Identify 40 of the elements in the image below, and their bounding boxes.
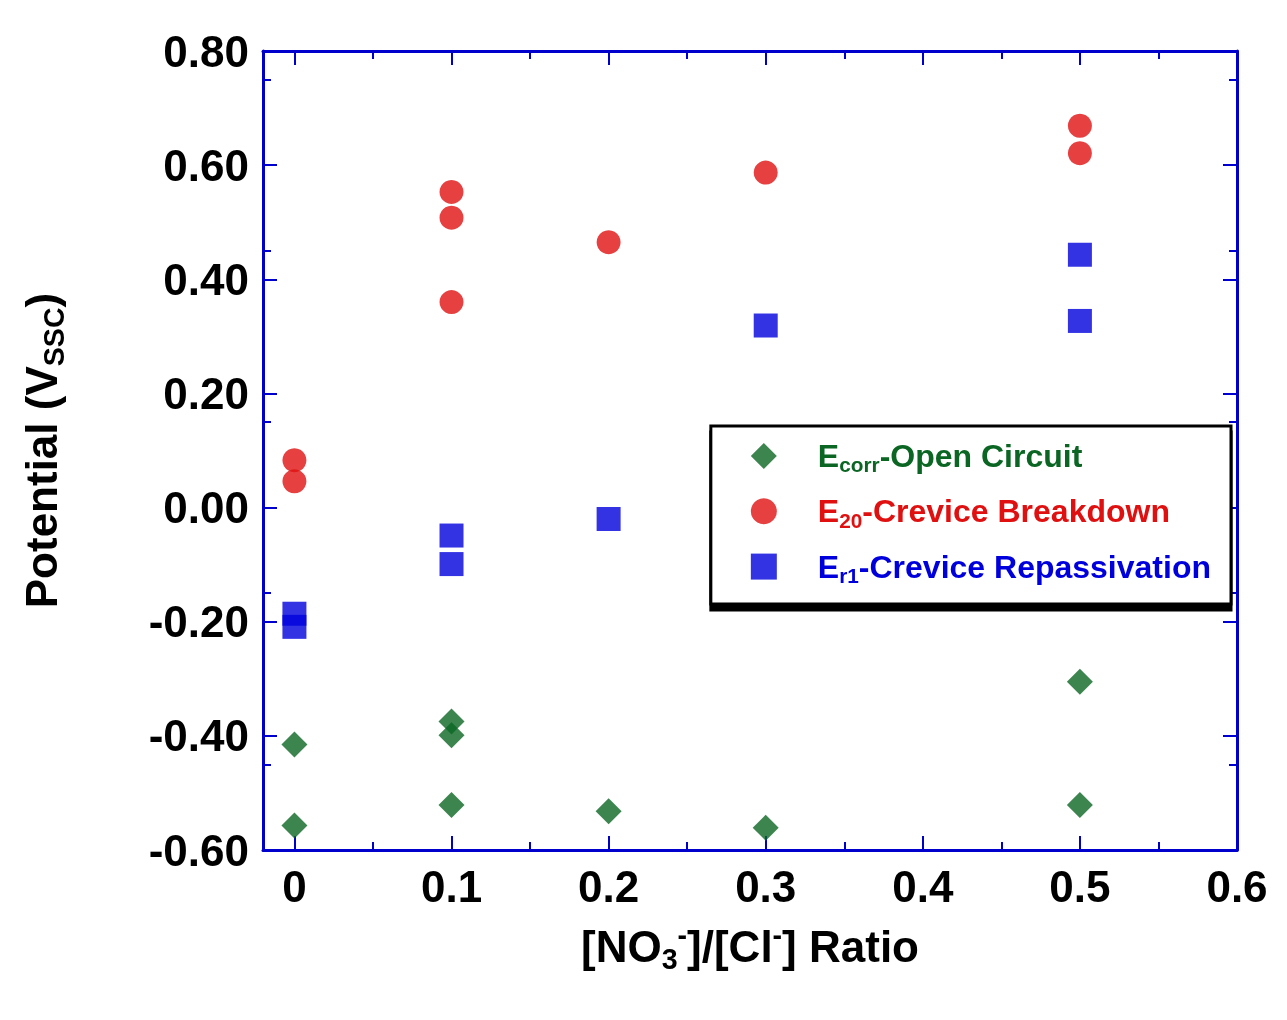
point (752, 814, 779, 841)
point (1066, 668, 1093, 695)
point (1067, 113, 1092, 138)
x-tick-label: 0.4 (892, 861, 954, 911)
point (596, 506, 621, 531)
point (753, 160, 778, 185)
y-tick-label: 0.60 (163, 140, 249, 190)
point (595, 798, 622, 825)
y-tick-label: 0.40 (163, 254, 249, 304)
x-tick-label: 0.2 (578, 861, 640, 911)
point (1067, 242, 1092, 267)
point (281, 812, 308, 839)
y-tick-label: 0.80 (163, 26, 249, 76)
point (1066, 791, 1093, 818)
point (439, 552, 464, 577)
point (439, 179, 464, 204)
x-tick-label: 0 (282, 861, 307, 911)
point (282, 469, 307, 494)
point (282, 448, 307, 473)
point (439, 290, 464, 315)
point (281, 731, 308, 758)
point (753, 313, 778, 338)
point (1067, 141, 1092, 166)
point (439, 205, 464, 230)
y-tick-label: 0.00 (163, 483, 249, 533)
point (1067, 308, 1092, 333)
x-tick-label: 0.5 (1049, 861, 1111, 911)
point (439, 523, 464, 548)
x-tick-label: 0.1 (420, 861, 483, 911)
point (596, 230, 621, 255)
y-tick-label: 0.20 (163, 368, 249, 418)
y-tick-label: -0.20 (148, 597, 249, 647)
point (438, 791, 465, 818)
y-tick-label: -0.40 (148, 711, 249, 761)
x-tick-label: 0.3 (735, 861, 797, 911)
point (282, 614, 307, 639)
y-tick-label: -0.60 (148, 825, 249, 875)
x-tick-label: 0.6 (1206, 861, 1268, 911)
y-axis-title: Potential (VSSC) (16, 292, 70, 609)
point (438, 722, 465, 749)
